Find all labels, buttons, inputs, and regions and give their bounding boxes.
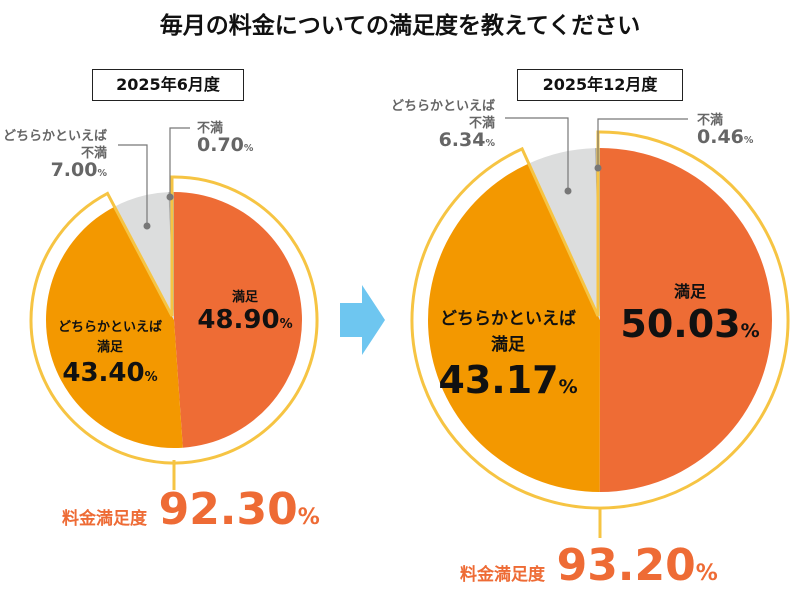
label-somewhat-dissatisfied: どちらかといえば 不満 6.34% bbox=[391, 98, 495, 152]
label-line: どちらかといえば bbox=[2, 129, 107, 144]
label-line: 不満 bbox=[697, 113, 724, 128]
slice-somewhat-dissatisfied bbox=[114, 192, 174, 320]
slice-somewhat-dissatisfied bbox=[528, 148, 600, 320]
satisfaction-outline bbox=[29, 175, 319, 465]
slice-satisfied bbox=[599, 148, 772, 493]
leader-line bbox=[169, 127, 190, 197]
label-line: 満足 bbox=[96, 340, 123, 355]
label-somewhat-satisfied: どちらかといえば 満足 43.17% bbox=[428, 306, 588, 402]
value-somewhat-satisfied: 43.40% bbox=[62, 358, 158, 388]
period-label-december: 2025年12月度 bbox=[517, 69, 683, 101]
total-value: 92.30% bbox=[158, 484, 320, 535]
slice-somewhat-satisfied bbox=[427, 163, 600, 492]
leader-line bbox=[118, 144, 148, 226]
total-satisfaction-june: 料金満足度 92.30% bbox=[62, 484, 320, 535]
leader-line bbox=[505, 117, 569, 191]
total-value: 93.20% bbox=[556, 540, 718, 591]
label-somewhat-satisfied: どちらかといえば 満足 43.40% bbox=[50, 318, 170, 388]
value-dissatisfied: 0.46% bbox=[697, 126, 754, 148]
satisfaction-outline bbox=[410, 130, 790, 510]
value-somewhat-dissatisfied: 7.00% bbox=[50, 159, 107, 181]
label-line: 不満 bbox=[80, 146, 107, 161]
value-satisfied: 50.03% bbox=[620, 302, 760, 346]
leader-dot bbox=[143, 222, 151, 230]
label-line: 不満 bbox=[197, 121, 224, 136]
slice-satisfied bbox=[174, 192, 302, 448]
total-label: 料金満足度 bbox=[460, 565, 545, 585]
label-satisfied: 満足 50.03% bbox=[620, 278, 760, 346]
slice-somewhat-satisfied bbox=[46, 206, 183, 448]
label-dissatisfied: 不満 0.70% bbox=[197, 120, 253, 157]
total-satisfaction-december: 料金満足度 93.20% bbox=[460, 540, 718, 591]
total-label: 料金満足度 bbox=[62, 509, 147, 529]
value-somewhat-satisfied: 43.17% bbox=[438, 358, 578, 402]
leader-dot bbox=[594, 164, 602, 172]
value-dissatisfied: 0.70% bbox=[197, 134, 254, 156]
label-somewhat-dissatisfied: どちらかといえば 不満 7.00% bbox=[3, 128, 107, 182]
value-somewhat-dissatisfied: 6.34% bbox=[438, 129, 495, 151]
right-arrow-icon bbox=[340, 285, 385, 355]
label-line: どちらかといえば bbox=[57, 320, 162, 335]
label-satisfied: 満足 48.90% bbox=[195, 286, 295, 335]
leader-dot bbox=[166, 193, 174, 201]
label-line: どちらかといえば bbox=[390, 99, 495, 114]
label-line: 不満 bbox=[468, 116, 495, 131]
label-line: 満足 bbox=[491, 335, 525, 355]
value-satisfied: 48.90% bbox=[197, 305, 293, 335]
chart-title: 毎月の料金についての満足度を教えてください bbox=[159, 13, 641, 39]
period-label-june: 2025年6月度 bbox=[92, 69, 244, 101]
label-dissatisfied: 不満 0.46% bbox=[697, 112, 753, 149]
label-line: 満足 bbox=[673, 282, 706, 301]
leader-line bbox=[597, 118, 688, 168]
label-line: 満足 bbox=[231, 290, 258, 305]
leader-dot bbox=[564, 187, 572, 195]
label-line: どちらかといえば bbox=[440, 309, 576, 329]
